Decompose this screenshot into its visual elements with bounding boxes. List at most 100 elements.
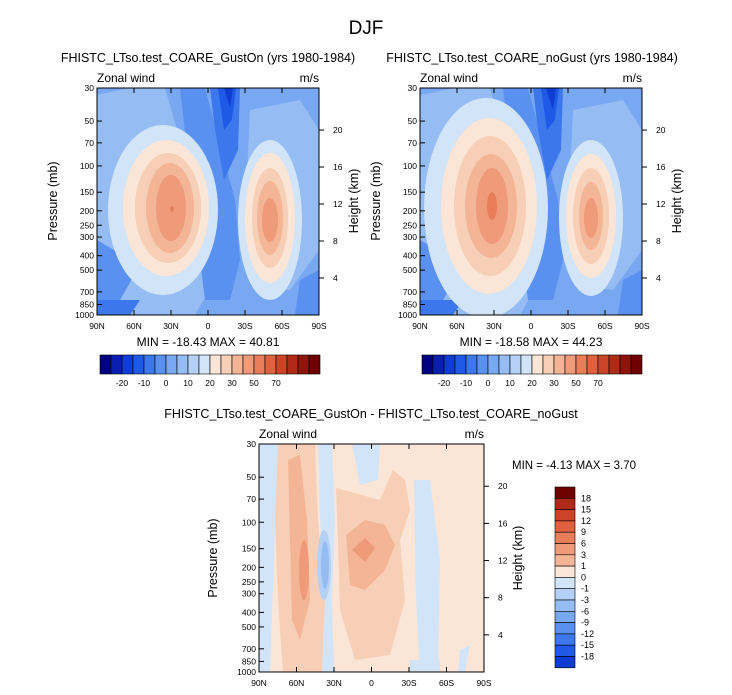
colorbar-swatch <box>432 354 445 375</box>
pressure-tick-label: 150 <box>80 187 94 197</box>
pressure-tick-label: 850 <box>242 656 256 666</box>
y2-axis-title: Height (km) <box>511 526 525 591</box>
pressure-tick-label: 300 <box>242 589 256 599</box>
colorbar-swatch <box>554 622 576 635</box>
height-tick-label: 4 <box>656 273 661 283</box>
height-tick-label: 8 <box>498 593 503 603</box>
pressure-tick-label: 500 <box>403 265 417 275</box>
y2-axis-title: Height (km) <box>347 169 361 234</box>
pressure-tick-label: 250 <box>80 220 94 230</box>
colorbar-swatch <box>554 577 576 590</box>
panel-title: FHISTC_LTso.test_COARE_noGust (yrs 1980-… <box>386 51 678 65</box>
latitude-axis: 90N 60N 30N 0 30S 60S 90S <box>251 444 492 688</box>
colorbar-label: 0 <box>581 572 586 582</box>
latitude-tick-label: 30N <box>326 678 342 688</box>
colorbar-swatch <box>554 486 576 499</box>
colorbar-label: -12 <box>581 629 594 639</box>
latitude-tick-label: 0 <box>369 678 374 688</box>
colorbar-label: 70 <box>593 378 603 388</box>
latitude-tick-label: 90S <box>476 678 491 688</box>
colorbar-swatch <box>498 354 511 375</box>
pressure-tick-label: 100 <box>403 161 417 171</box>
latitude-axis: 90N 60N 30N 0 30S 60S 90S <box>89 88 327 331</box>
units-label: m/s <box>300 71 319 85</box>
pressure-tick-label: 30 <box>408 83 418 93</box>
colorbar-swatch <box>421 354 434 375</box>
colorbar-swatch <box>542 354 555 375</box>
y2-axis-title: Height (km) <box>670 169 684 234</box>
colorbar-swatch <box>165 354 178 375</box>
latitude-tick-label: 60N <box>289 678 305 688</box>
colorbar-label: 15 <box>581 505 591 515</box>
colorbar-swatch <box>554 531 576 544</box>
panel-title: FHISTC_LTso.test_COARE_GustOn (yrs 1980-… <box>61 51 355 65</box>
height-axis: 20 16 12 8 4 <box>319 125 343 283</box>
latitude-tick-label: 0 <box>529 321 534 331</box>
colorbar: -20 -10 0 10 20 30 50 70 <box>421 354 643 388</box>
colorbar-swatch <box>554 633 576 646</box>
colorbar-swatch <box>465 354 478 375</box>
colorbar-label: 50 <box>571 378 581 388</box>
panel-no-gust: FHISTC_LTso.test_COARE_noGust (yrs 1980-… <box>369 51 684 388</box>
colorbar-swatch <box>242 354 255 375</box>
pressure-tick-label: 1000 <box>398 310 417 320</box>
pressure-tick-label: 1000 <box>237 667 256 677</box>
field-label: Zonal wind <box>97 71 155 85</box>
pressure-tick-label: 400 <box>80 251 94 261</box>
colorbar-swatch <box>554 509 576 522</box>
units-label: m/s <box>623 71 642 85</box>
pressure-tick-label: 500 <box>80 265 94 275</box>
colorbar-label: 70 <box>271 378 281 388</box>
pressure-tick-label: 400 <box>403 251 417 261</box>
pressure-tick-label: 50 <box>247 472 257 482</box>
colorbar-swatch <box>220 354 233 375</box>
colorbar-label: 9 <box>581 527 586 537</box>
colorbar-swatch <box>99 354 112 375</box>
colorbar-label: 20 <box>527 378 537 388</box>
colorbar-swatch <box>554 599 576 612</box>
colorbar-swatch <box>487 354 500 375</box>
colorbar-label: 10 <box>505 378 515 388</box>
latitude-tick-label: 60N <box>126 321 142 331</box>
height-axis: 20 16 12 8 4 <box>484 481 508 640</box>
colorbar-label: 30 <box>549 378 559 388</box>
colorbar-label: 1 <box>581 561 586 571</box>
latitude-tick-label: 90N <box>89 321 105 331</box>
pressure-tick-label: 300 <box>80 232 94 242</box>
figure-title: DJF <box>349 18 384 39</box>
colorbar-swatch <box>554 520 576 533</box>
pressure-tick-label: 250 <box>242 577 256 587</box>
pressure-tick-label: 700 <box>242 644 256 654</box>
latitude-tick-label: 0 <box>206 321 211 331</box>
colorbar-swatch <box>275 354 288 375</box>
pressure-tick-label: 200 <box>242 562 256 572</box>
colorbar-swatch <box>154 354 167 375</box>
colorbar-label: -9 <box>581 618 589 628</box>
pressure-tick-label: 500 <box>242 622 256 632</box>
colorbar-swatch <box>564 354 577 375</box>
pressure-tick-label: 850 <box>80 299 94 309</box>
y-axis-title: Pressure (mb) <box>46 161 60 240</box>
colorbar-swatch <box>554 644 576 657</box>
latitude-tick-label: 60S <box>597 321 612 331</box>
colorbar-swatch <box>531 354 544 375</box>
height-tick-label: 20 <box>333 125 343 135</box>
y-axis-title: Pressure (mb) <box>369 161 383 240</box>
colorbar-label: -6 <box>581 606 589 616</box>
colorbar-swatch <box>187 354 200 375</box>
latitude-tick-label: 90S <box>634 321 649 331</box>
colorbar-label: 50 <box>249 378 259 388</box>
min-max-stats: MIN = -4.13 MAX = 3.70 <box>512 460 636 472</box>
pressure-tick-label: 700 <box>80 287 94 297</box>
colorbar-swatch <box>608 354 621 375</box>
colorbar-label: 20 <box>205 378 215 388</box>
colorbar-label: -15 <box>581 640 594 650</box>
colorbar-swatch <box>132 354 145 375</box>
colorbar-swatch <box>308 354 321 375</box>
latitude-tick-label: 60S <box>274 321 289 331</box>
colorbar-label: -18 <box>581 652 594 662</box>
colorbar-swatch <box>554 554 576 567</box>
